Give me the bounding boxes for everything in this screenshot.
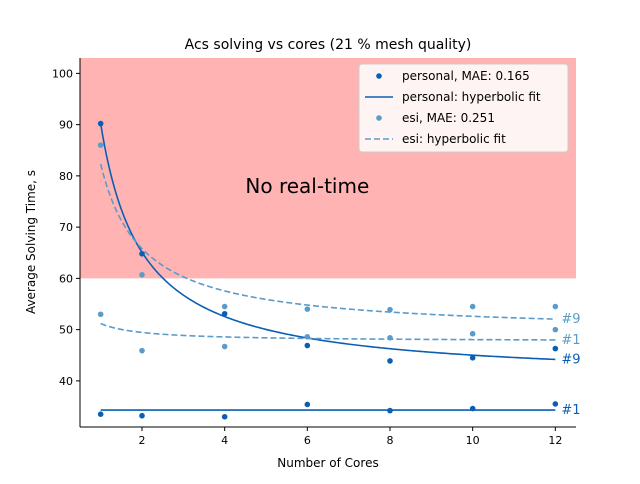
x-tick-label: 4 — [221, 434, 228, 447]
region-label: No real-time — [245, 174, 369, 198]
curve-tag: #9 — [561, 352, 580, 367]
curve-tag: #9 — [561, 312, 580, 327]
data-point — [552, 326, 559, 333]
data-point — [469, 405, 476, 412]
x-tick-label: 10 — [466, 434, 480, 447]
x-tick-label: 12 — [548, 434, 562, 447]
legend-box — [358, 63, 569, 153]
data-point — [552, 345, 559, 352]
x-tick-label: 6 — [304, 434, 311, 447]
data-point — [469, 330, 476, 337]
data-point — [221, 413, 228, 420]
legend-label: esi: hyperbolic fit — [402, 132, 506, 146]
legend-label: personal: hyperbolic fit — [402, 90, 541, 104]
fit-line — [99, 123, 556, 361]
y-axis-label: Average Solving Time, s — [24, 170, 38, 314]
data-point — [304, 334, 311, 340]
data-point — [387, 407, 393, 414]
y-tick-label: 60 — [59, 272, 73, 285]
y-tick-label: 40 — [59, 375, 73, 388]
x-axis-label: Number of Cores — [277, 456, 378, 470]
data-point — [139, 250, 145, 257]
data-point — [221, 310, 228, 317]
data-point — [304, 342, 311, 349]
data-point — [97, 120, 104, 127]
data-point — [387, 306, 393, 313]
data-point — [221, 343, 228, 350]
curve-tag: #1 — [561, 333, 580, 348]
y-tick-label: 80 — [59, 170, 73, 183]
legend-label: personal, MAE: 0.165 — [402, 69, 530, 83]
data-point — [469, 303, 476, 310]
data-point — [304, 306, 311, 312]
data-point — [221, 303, 228, 310]
data-point — [387, 335, 393, 341]
y-tick-label: 50 — [59, 324, 73, 337]
data-point — [387, 358, 393, 364]
data-point — [139, 347, 145, 354]
data-point — [552, 401, 559, 407]
x-tick-label: 8 — [387, 434, 394, 447]
legend-marker — [376, 73, 382, 79]
data-point — [97, 142, 104, 148]
curve-tag: #1 — [561, 403, 580, 418]
legend-label: esi, MAE: 0.251 — [402, 111, 495, 125]
data-point — [97, 311, 104, 318]
x-tick-label: 2 — [139, 434, 146, 447]
y-tick-label: 90 — [59, 119, 73, 132]
data-point — [552, 303, 559, 310]
data-point — [97, 411, 104, 417]
fit-line — [99, 163, 556, 320]
y-tick-label: 100 — [52, 67, 73, 80]
data-point — [469, 355, 476, 361]
chart-title: Acs solving vs cores (21 % mesh quality) — [185, 37, 472, 53]
data-point — [139, 412, 145, 419]
legend-marker — [376, 115, 382, 121]
data-point — [139, 271, 145, 278]
y-tick-label: 70 — [59, 221, 73, 234]
data-point — [304, 401, 311, 408]
fit-line — [100, 322, 556, 341]
